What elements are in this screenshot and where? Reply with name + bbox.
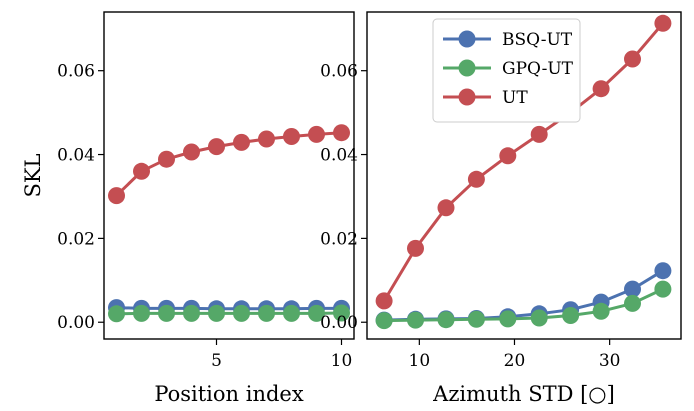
- series-line-gpq-ut: [115, 311, 343, 316]
- data-point-gpq-ut: [654, 280, 672, 298]
- data-point-ut: [530, 125, 548, 143]
- x-tick-label: 30: [599, 351, 621, 371]
- data-point-ut: [333, 124, 350, 142]
- legend-swatch-marker: [458, 59, 476, 77]
- x-tick-label: 10: [409, 351, 431, 371]
- y-tick-label: 0.06: [57, 62, 95, 82]
- data-point-gpq-ut: [133, 304, 150, 322]
- data-point-ut: [158, 150, 175, 168]
- data-point-gpq-ut: [562, 307, 580, 324]
- data-point-ut: [407, 239, 424, 257]
- legend: BSQ-UT GPQ-UT UT: [432, 18, 581, 123]
- data-point-gpq-ut: [467, 310, 485, 328]
- x-axis-label: Position index: [154, 382, 304, 406]
- data-point-gpq-ut: [333, 304, 350, 322]
- y-tick-label: 0.02: [320, 229, 358, 249]
- data-point-ut: [183, 143, 200, 161]
- legend-swatch-marker: [458, 30, 476, 48]
- y-tick-label: 0.04: [320, 146, 358, 166]
- data-point-ut: [592, 80, 610, 98]
- data-point-gpq-ut: [592, 302, 610, 320]
- y-tick-label: 0.00: [57, 313, 95, 333]
- data-point-gpq-ut: [108, 305, 125, 323]
- data-point-ut: [283, 128, 300, 145]
- series-line-ut: [382, 21, 665, 303]
- series-line-ut: [115, 131, 343, 198]
- y-tick-label: 0.00: [320, 313, 358, 333]
- data-point-gpq-ut: [208, 304, 225, 322]
- data-point-ut: [233, 133, 250, 151]
- data-point-ut: [654, 14, 672, 32]
- plot-frame: [103, 11, 355, 340]
- x-tick-label: 10: [331, 351, 353, 371]
- x-tick-label: 20: [504, 351, 526, 371]
- data-point-gpq-ut: [499, 310, 517, 328]
- data-point-gpq-ut: [530, 309, 548, 327]
- series-line-bsq-ut: [382, 269, 665, 322]
- data-point-ut: [133, 162, 150, 180]
- data-point-gpq-ut: [283, 304, 300, 322]
- y-axis-label: SKL: [21, 153, 45, 197]
- chart-left-position-index: 0.00 0.02 0.04 0.06 5 10 Position index SKL: [21, 11, 355, 406]
- data-point-gpq-ut: [407, 311, 424, 329]
- data-point-ut: [258, 130, 275, 148]
- data-point-gpq-ut: [183, 304, 200, 322]
- series-line-bsq-ut: [115, 306, 343, 311]
- data-point-gpq-ut: [258, 304, 275, 322]
- data-point-gpq-ut: [308, 304, 325, 322]
- data-point-ut: [437, 199, 455, 217]
- legend-label: GPQ-UT: [502, 59, 574, 79]
- plot-frame: [366, 11, 682, 340]
- data-point-bsq-ut: [624, 280, 641, 298]
- data-point-ut: [375, 292, 393, 310]
- x-axis-label: Azimuth STD [○]: [432, 382, 615, 406]
- data-point-ut: [467, 170, 485, 188]
- data-point-gpq-ut: [624, 294, 641, 312]
- x-tick-label: 5: [211, 351, 222, 371]
- legend-label: BSQ-UT: [502, 30, 573, 50]
- data-point-ut: [108, 187, 125, 205]
- data-point-ut: [308, 125, 325, 143]
- y-tick-label: 0.04: [57, 146, 95, 166]
- series-line-gpq-ut: [382, 287, 665, 323]
- y-tick-label: 0.02: [57, 229, 95, 249]
- data-point-gpq-ut: [158, 304, 175, 322]
- data-point-gpq-ut: [437, 311, 455, 329]
- data-point-gpq-ut: [375, 312, 393, 330]
- data-point-gpq-ut: [233, 304, 250, 322]
- legend-label: UT: [502, 88, 528, 108]
- data-point-ut: [499, 147, 517, 165]
- data-point-ut: [208, 138, 225, 156]
- data-point-bsq-ut: [654, 262, 672, 280]
- legend-swatch-marker: [458, 88, 476, 106]
- y-tick-label: 0.06: [320, 62, 358, 82]
- data-point-ut: [624, 50, 641, 68]
